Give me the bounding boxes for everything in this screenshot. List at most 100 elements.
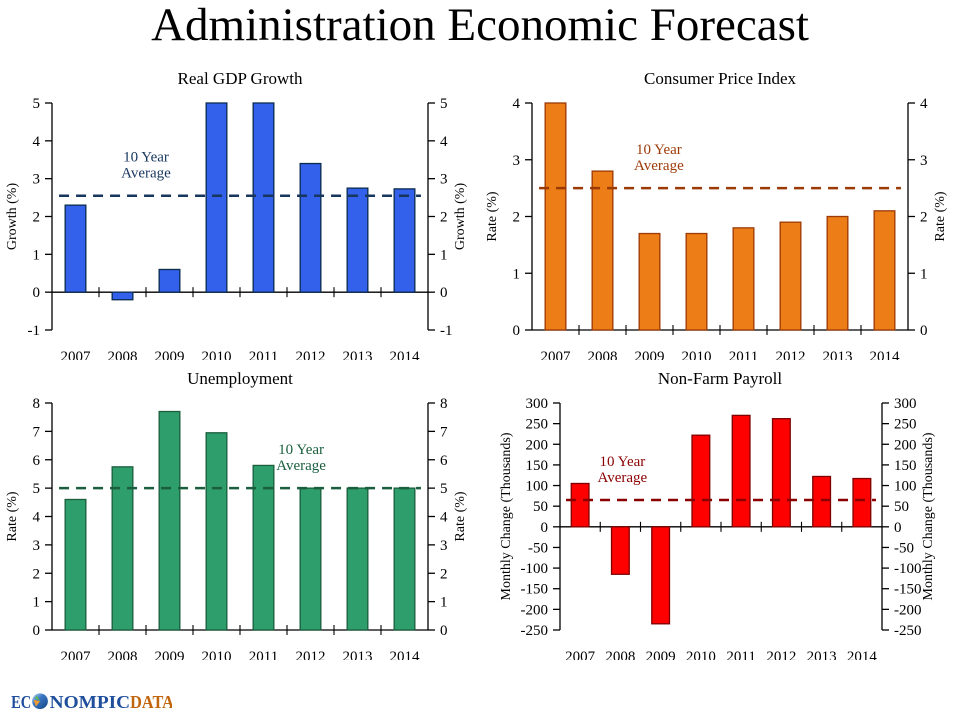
svg-text:0: 0: [541, 520, 549, 536]
svg-text:8: 8: [33, 396, 41, 412]
svg-text:2009: 2009: [635, 349, 665, 360]
svg-text:50: 50: [894, 499, 909, 515]
svg-text:Average: Average: [598, 470, 648, 486]
svg-text:Real GDP Growth: Real GDP Growth: [178, 69, 303, 88]
svg-text:2010: 2010: [202, 649, 232, 660]
svg-text:2007: 2007: [541, 349, 572, 360]
svg-text:5: 5: [33, 481, 41, 497]
svg-text:Rate (%): Rate (%): [933, 191, 948, 241]
svg-text:Average: Average: [121, 166, 171, 182]
svg-text:3: 3: [920, 153, 928, 169]
svg-text:250: 250: [894, 417, 917, 433]
svg-text:10 Year: 10 Year: [599, 454, 645, 470]
svg-text:5: 5: [440, 481, 448, 497]
svg-text:EC: EC: [11, 692, 31, 712]
svg-text:2010: 2010: [686, 649, 716, 660]
svg-text:-1: -1: [28, 323, 41, 339]
svg-text:2010: 2010: [682, 349, 712, 360]
svg-text:Consumer Price Index: Consumer Price Index: [644, 69, 797, 88]
svg-text:-100: -100: [521, 561, 549, 577]
svg-text:7: 7: [33, 424, 41, 440]
svg-text:-150: -150: [894, 582, 922, 598]
svg-text:2013: 2013: [343, 649, 373, 660]
svg-text:0: 0: [440, 285, 448, 301]
svg-text:2008: 2008: [108, 649, 138, 660]
svg-text:Rate (%): Rate (%): [485, 191, 500, 241]
svg-text:2012: 2012: [776, 349, 806, 360]
svg-text:Non-Farm Payroll: Non-Farm Payroll: [658, 369, 782, 388]
svg-text:2012: 2012: [296, 649, 326, 660]
svg-text:-1: -1: [440, 323, 453, 339]
svg-text:1: 1: [33, 595, 41, 611]
svg-text:-200: -200: [521, 602, 549, 618]
svg-text:7: 7: [440, 424, 448, 440]
svg-text:100: 100: [894, 479, 917, 495]
svg-text:2013: 2013: [823, 349, 853, 360]
svg-text:300: 300: [526, 396, 549, 412]
svg-text:-250: -250: [894, 623, 922, 639]
svg-text:2: 2: [440, 210, 448, 226]
svg-text:2014: 2014: [847, 649, 878, 660]
svg-text:1: 1: [33, 247, 41, 263]
svg-text:150: 150: [894, 458, 917, 474]
svg-text:1: 1: [440, 595, 448, 611]
svg-text:Growth (%): Growth (%): [5, 183, 20, 251]
svg-text:Growth (%): Growth (%): [453, 183, 468, 251]
svg-text:5: 5: [33, 96, 41, 112]
svg-text:DATA: DATA: [130, 692, 172, 712]
svg-text:4: 4: [33, 510, 41, 526]
svg-text:NOMPIC: NOMPIC: [50, 692, 131, 712]
svg-text:Average: Average: [634, 158, 684, 174]
svg-text:0: 0: [894, 520, 902, 536]
svg-text:6: 6: [33, 453, 41, 469]
svg-text:200: 200: [526, 437, 549, 453]
svg-text:4: 4: [920, 96, 928, 112]
svg-text:2009: 2009: [155, 649, 185, 660]
svg-text:4: 4: [440, 134, 448, 150]
svg-text:2014: 2014: [390, 649, 421, 660]
svg-text:4: 4: [513, 96, 521, 112]
svg-text:2: 2: [513, 210, 521, 226]
svg-text:2007: 2007: [565, 649, 596, 660]
svg-text:3: 3: [513, 153, 521, 169]
svg-text:150: 150: [526, 458, 549, 474]
svg-text:2: 2: [440, 566, 448, 582]
svg-text:2011: 2011: [726, 649, 755, 660]
svg-text:2013: 2013: [343, 349, 373, 360]
svg-text:4: 4: [440, 510, 448, 526]
svg-text:250: 250: [526, 417, 549, 433]
svg-text:10 Year: 10 Year: [278, 442, 324, 458]
svg-text:10 Year: 10 Year: [123, 150, 169, 166]
svg-text:2011: 2011: [249, 349, 278, 360]
svg-text:5: 5: [440, 96, 448, 112]
svg-text:2008: 2008: [588, 349, 618, 360]
svg-text:2014: 2014: [390, 349, 421, 360]
svg-text:2007: 2007: [61, 349, 92, 360]
svg-text:6: 6: [440, 453, 448, 469]
svg-text:Rate (%): Rate (%): [453, 491, 468, 541]
svg-text:3: 3: [440, 538, 448, 554]
svg-text:2008: 2008: [108, 349, 138, 360]
svg-text:-150: -150: [521, 582, 549, 598]
svg-text:10 Year: 10 Year: [636, 142, 682, 158]
svg-text:2012: 2012: [296, 349, 326, 360]
svg-text:2011: 2011: [729, 349, 758, 360]
svg-text:300: 300: [894, 396, 917, 412]
svg-text:1: 1: [440, 247, 448, 263]
svg-text:2008: 2008: [605, 649, 635, 660]
svg-text:2009: 2009: [155, 349, 185, 360]
svg-text:Average: Average: [276, 458, 326, 474]
svg-text:Monthly Change (Thousands): Monthly Change (Thousands): [499, 432, 514, 600]
svg-text:2014: 2014: [870, 349, 901, 360]
svg-text:100: 100: [526, 479, 549, 495]
svg-text:2: 2: [920, 210, 928, 226]
svg-text:3: 3: [33, 538, 41, 554]
svg-text:4: 4: [33, 134, 41, 150]
svg-text:200: 200: [894, 437, 917, 453]
svg-text:Monthly Change (Thousands): Monthly Change (Thousands): [921, 432, 936, 600]
svg-text:-50: -50: [528, 540, 548, 556]
svg-text:2013: 2013: [807, 649, 837, 660]
svg-text:50: 50: [533, 499, 548, 515]
svg-text:2011: 2011: [249, 649, 278, 660]
svg-text:1: 1: [513, 266, 521, 282]
